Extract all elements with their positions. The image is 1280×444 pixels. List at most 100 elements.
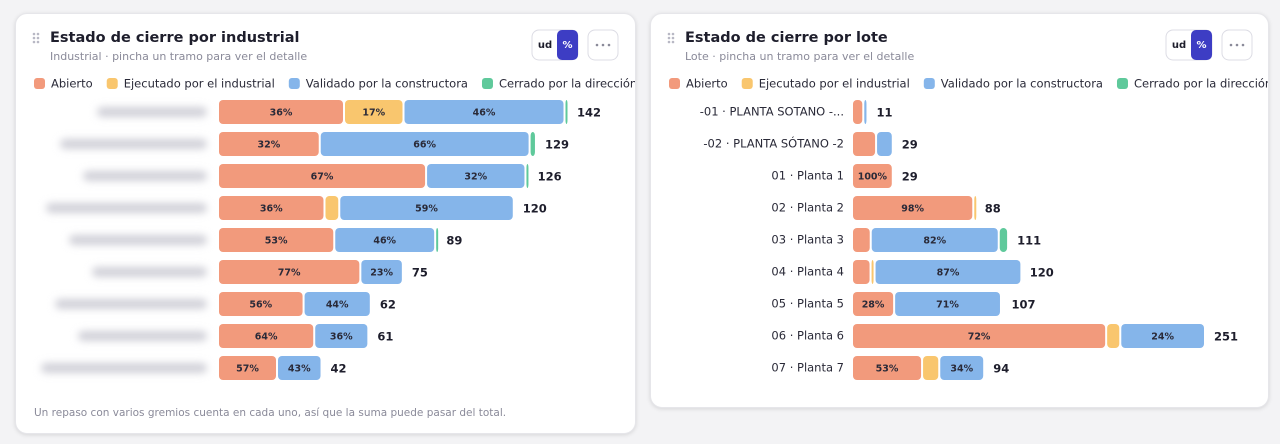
- segment-label: 87%: [937, 268, 960, 279]
- segment-label: 24%: [1151, 332, 1174, 343]
- blurred-label: [97, 107, 207, 117]
- bar-segment: [871, 228, 998, 252]
- bar-segment: [219, 292, 303, 316]
- total-label: 142: [577, 106, 601, 120]
- total-label: 126: [538, 170, 562, 184]
- blurred-label: [92, 267, 207, 277]
- segment-label: 59%: [415, 204, 438, 215]
- unit-button[interactable]: ud: [1172, 40, 1186, 51]
- drag-handle: [32, 32, 40, 44]
- segment-label: 36%: [260, 204, 283, 215]
- bar-segment: [530, 132, 535, 156]
- total-label: 11: [876, 106, 892, 120]
- bar-segment: [219, 260, 360, 284]
- segment-label: 66%: [413, 140, 436, 151]
- bar-segment: [219, 196, 324, 220]
- legend-swatch: [106, 78, 118, 89]
- total-label: 120: [523, 202, 547, 216]
- chart-subtitle: Industrial · pincha un tramo para ver el…: [50, 50, 307, 63]
- total-label: 75: [412, 266, 428, 280]
- total-label: 29: [902, 138, 918, 152]
- legend-label: Cerrado por la dirección: [1134, 77, 1268, 91]
- footnote: Un repaso con varios gremios cuenta en c…: [34, 407, 506, 419]
- bar-segment: [871, 260, 874, 284]
- total-label: 88: [985, 202, 1001, 216]
- segment-label: 36%: [330, 332, 353, 343]
- legend-swatch: [288, 78, 300, 89]
- bar-segment: [864, 100, 867, 124]
- blurred-label: [60, 139, 207, 149]
- bar-segment: [335, 228, 435, 252]
- bar-segment: [219, 164, 426, 188]
- bar-segment: [895, 292, 1000, 316]
- segment-label: 23%: [370, 268, 393, 279]
- bar-segment: [1107, 324, 1120, 348]
- category-label: 07 · Planta 7: [771, 361, 844, 375]
- bar-segment: [853, 196, 973, 220]
- bar-segment: [219, 356, 277, 380]
- bar-segment: [853, 228, 870, 252]
- category-label: 04 · Planta 4: [771, 265, 844, 279]
- bar-segment: [278, 356, 321, 380]
- blurred-label: [78, 331, 207, 341]
- segment-label: 71%: [936, 300, 959, 311]
- chart-title: Estado de cierre por industrial: [50, 30, 299, 46]
- chart: Estado de cierre por lote Lote · pincha …: [667, 29, 1268, 380]
- bar-segment: [219, 228, 334, 252]
- legend-label: Abierto: [51, 77, 93, 91]
- blurred-label: [83, 171, 207, 181]
- segment-label: 82%: [923, 236, 946, 247]
- legend-label: Validado por la constructora: [306, 77, 468, 91]
- bar-segment: [853, 260, 870, 284]
- chart: Estado de cierre por industrial Industri…: [32, 29, 635, 419]
- bar-segment: [436, 228, 439, 252]
- bar-segment: [219, 132, 319, 156]
- bar-segment: [219, 324, 314, 348]
- segment-label: 46%: [473, 108, 496, 119]
- bar-segment: [325, 196, 339, 220]
- total-label: 89: [446, 234, 462, 248]
- total-label: 29: [902, 170, 918, 184]
- legend-swatch: [34, 78, 45, 89]
- legend-swatch: [481, 78, 493, 89]
- unit-button[interactable]: %: [562, 40, 572, 51]
- total-label: 62: [380, 298, 396, 312]
- bar-segment: [340, 196, 513, 220]
- bar-segment: [875, 260, 1021, 284]
- segment-label: 98%: [901, 204, 924, 215]
- legend-label: Cerrado por la dirección: [499, 77, 635, 91]
- bar-segment: [974, 196, 977, 220]
- category-label: 01 · Planta 1: [771, 169, 844, 183]
- total-label: 129: [545, 138, 569, 152]
- blurred-label: [41, 363, 207, 373]
- chart-subtitle: Lote · pincha un tramo para ver el detal…: [685, 50, 914, 63]
- drag-handle: [667, 32, 675, 44]
- card: Estado de cierre por lote Lote · pincha …: [650, 13, 1269, 408]
- total-label: 251: [1214, 330, 1238, 344]
- segment-label: 34%: [950, 364, 973, 375]
- bar-segment: [427, 164, 525, 188]
- segment-label: 43%: [288, 364, 311, 375]
- bar-segment: [923, 356, 939, 380]
- unit-button[interactable]: %: [1196, 40, 1206, 51]
- menu-icon: [1229, 43, 1245, 47]
- total-label: 111: [1017, 234, 1041, 248]
- category-label: 02 · Planta 2: [771, 201, 844, 215]
- menu-icon: [595, 43, 611, 47]
- total-label: 42: [331, 362, 347, 376]
- bar-segment: [526, 164, 529, 188]
- bar-segment: [853, 164, 892, 188]
- segment-label: 72%: [968, 332, 991, 343]
- legend-swatch: [669, 78, 680, 89]
- bar-segment: [315, 324, 368, 348]
- bar-segment: [853, 100, 863, 124]
- bar-segment: [940, 356, 984, 380]
- segment-label: 28%: [862, 300, 885, 311]
- bar-segment: [304, 292, 370, 316]
- unit-active: [557, 30, 578, 60]
- legend-label: Ejecutado por el industrial: [759, 77, 910, 91]
- unit-active: [1191, 30, 1212, 60]
- unit-button[interactable]: ud: [538, 40, 552, 51]
- bar-segment: [361, 260, 402, 284]
